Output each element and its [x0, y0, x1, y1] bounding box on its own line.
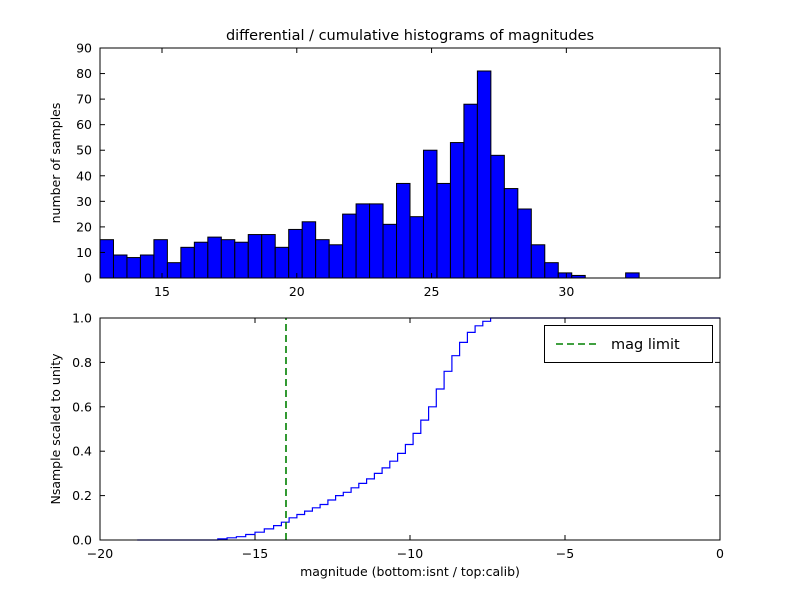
- top-axes-ticks: 15 20 25 30 0 10 20 30 40 50 60 70 80 90: [76, 41, 720, 299]
- y-tick-label: 20: [76, 219, 92, 234]
- histogram-bar: [247, 234, 263, 279]
- y-tick-label: 40: [76, 168, 92, 183]
- histogram-bar: [301, 221, 317, 279]
- bottom-x-axis-label: magnitude (bottom:isnt / top:calib): [300, 564, 520, 579]
- histogram-bar: [193, 241, 209, 279]
- legend: mag limit: [544, 325, 713, 363]
- histogram-bar: [126, 257, 141, 279]
- histogram-bar: [288, 228, 303, 279]
- bottom-plot: −20 −15 −10 −5 0 0.0 0.2 0.4 0.6 0.8 1.0 Nsample s…: [48, 311, 724, 580]
- histogram-bar: [503, 188, 519, 279]
- histogram-bar: [274, 246, 290, 279]
- histogram-bar: [220, 239, 236, 279]
- x-tick-label: −10: [397, 546, 423, 561]
- y-tick-label: 0.8: [72, 355, 92, 370]
- x-tick-label: 25: [424, 284, 440, 299]
- y-tick-label: 0.4: [72, 444, 92, 459]
- top-plot: 15 20 25 30 0 10 20 30 40 50 60 70 80 90 differential…: [48, 28, 721, 299]
- histogram-bars: [99, 70, 640, 279]
- x-tick-label: 20: [289, 284, 305, 299]
- histogram-bar: [530, 244, 546, 279]
- top-y-axis-label: number of samples: [48, 103, 63, 224]
- chart-title: differential / cumulative histograms of …: [226, 28, 594, 44]
- cumulative-series: [137, 317, 720, 541]
- top-axes-frame: [99, 47, 721, 279]
- legend-label: mag limit: [611, 337, 680, 353]
- bottom-axes-ticks: −20 −15 −10 −5 0 0.0 0.2 0.4 0.6 0.8 1.0: [72, 311, 724, 562]
- histogram-bar: [99, 239, 114, 279]
- histogram-bar: [207, 236, 222, 279]
- histogram-bar: [112, 254, 128, 279]
- histogram-bar: [166, 262, 182, 279]
- y-tick-label: 1.0: [72, 311, 92, 326]
- y-tick-label: 50: [76, 143, 92, 158]
- histogram-bar: [490, 154, 505, 279]
- y-tick-label: 80: [76, 66, 92, 81]
- cumulative-step-line: [137, 317, 720, 541]
- y-tick-label: 90: [76, 41, 92, 56]
- y-tick-label: 0.0: [72, 533, 92, 548]
- histogram-bar: [153, 239, 168, 279]
- histogram-bar: [139, 254, 155, 279]
- histogram-bar: [517, 208, 532, 279]
- histogram-bar: [557, 272, 573, 279]
- histogram-bar: [369, 203, 384, 279]
- histogram-bar: [449, 142, 465, 279]
- histogram-bar: [625, 272, 640, 279]
- histogram-bar: [409, 216, 424, 279]
- x-tick-label: 30: [558, 284, 574, 299]
- y-tick-label: 30: [76, 194, 92, 209]
- histogram-bar: [234, 241, 249, 279]
- x-tick-label: 15: [154, 284, 170, 299]
- histogram-bar: [544, 262, 559, 279]
- histogram-bar: [463, 103, 478, 279]
- x-tick-label: −15: [242, 546, 268, 561]
- histogram-bar: [261, 234, 276, 279]
- y-tick-label: 0.6: [72, 399, 92, 414]
- y-tick-label: 0: [84, 271, 92, 286]
- bottom-y-axis-label: Nsample scaled to unity: [48, 353, 63, 505]
- x-tick-label: −20: [87, 546, 113, 561]
- histogram-bar: [315, 239, 330, 279]
- histogram-bar: [396, 182, 411, 279]
- histogram-bar: [476, 70, 492, 279]
- y-tick-label: 60: [76, 117, 92, 132]
- y-tick-label: 0.2: [72, 488, 92, 503]
- histogram-bar: [328, 244, 344, 279]
- histogram-bar: [422, 149, 438, 279]
- y-tick-label: 10: [76, 245, 92, 260]
- histogram-bar: [342, 213, 357, 279]
- x-tick-label: −5: [556, 546, 574, 561]
- x-tick-label: 0: [716, 546, 724, 561]
- histogram-bar: [355, 203, 371, 279]
- histogram-bar: [180, 246, 195, 279]
- histogram-bar: [436, 182, 451, 279]
- histogram-bar: [382, 223, 398, 279]
- y-tick-label: 70: [76, 92, 92, 107]
